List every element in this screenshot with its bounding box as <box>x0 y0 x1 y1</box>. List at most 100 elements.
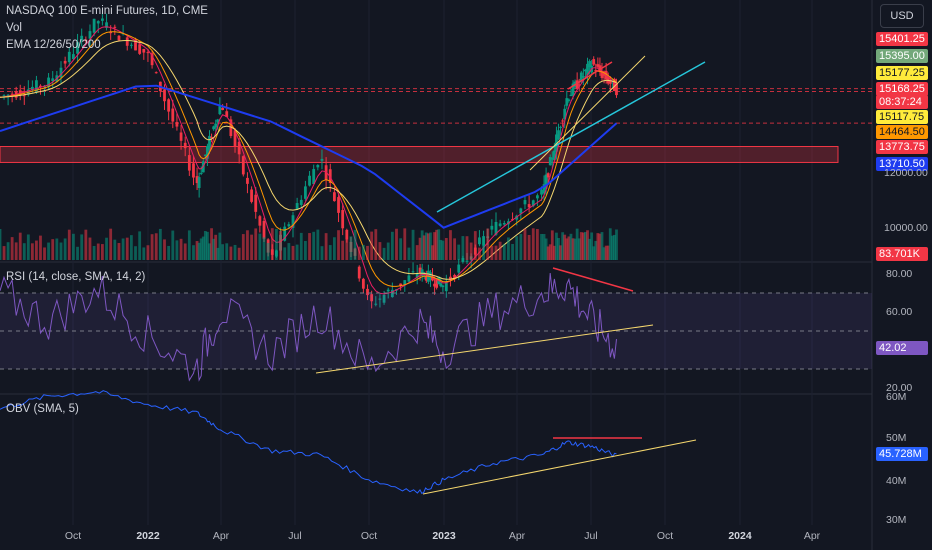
ema200-line <box>0 84 618 229</box>
candle-body <box>246 177 249 184</box>
volume-bar <box>214 234 218 260</box>
volume-bar <box>565 238 569 260</box>
volume-bar <box>422 235 426 260</box>
time-axis-label: Oct <box>656 530 674 542</box>
volume-bar <box>602 247 606 260</box>
volume-bar <box>527 235 531 260</box>
candle-body <box>258 216 262 226</box>
volume-bar <box>163 239 166 260</box>
volume-bar <box>615 229 618 260</box>
volume-bar <box>433 232 436 260</box>
volume-bar <box>197 242 201 260</box>
candle-body <box>494 221 498 235</box>
volume-bar <box>225 243 229 260</box>
candle-body <box>366 288 369 296</box>
candle-body <box>241 156 245 175</box>
volume-bar <box>233 244 237 260</box>
volume-bar <box>208 243 211 260</box>
volume-bar <box>129 235 133 260</box>
candle-body <box>150 53 154 66</box>
candle-body <box>613 78 616 92</box>
ema-legend[interactable]: EMA 12/26/50/200 <box>6 39 101 51</box>
volume-bar <box>361 244 365 260</box>
rsi-legend[interactable]: RSI (14, close, SMA, 14, 2) <box>6 271 146 283</box>
volume-bar <box>579 232 583 260</box>
volume-bar <box>469 242 473 260</box>
volume-bar <box>337 230 340 260</box>
rsi-axis-label: 80.00 <box>886 268 913 280</box>
candle-body <box>80 35 84 41</box>
volume-bar <box>610 235 614 260</box>
volume-bar <box>486 228 490 260</box>
obv-trendline <box>422 439 697 495</box>
obv-legend[interactable]: OBV (SMA, 5) <box>6 403 79 415</box>
candle-body <box>548 157 552 166</box>
volume-bar <box>511 243 514 260</box>
volume-bar <box>507 237 510 260</box>
volume-bar <box>473 231 477 260</box>
volume-bar <box>199 238 203 260</box>
volume-bar <box>345 239 349 260</box>
volume-bar <box>478 247 481 260</box>
price-tag: 14464.50 <box>876 125 928 139</box>
candle-body <box>171 108 175 122</box>
candle-body <box>411 271 415 273</box>
volume-bar <box>283 247 287 260</box>
candle-body <box>498 223 502 226</box>
volume-bar <box>571 238 575 260</box>
candle-body <box>370 294 374 302</box>
candle-body <box>308 175 311 186</box>
volume-bar <box>18 232 22 260</box>
volume-bar <box>59 242 63 260</box>
candle-body <box>22 95 26 97</box>
volume-bar <box>299 232 303 260</box>
candle-body <box>10 93 14 95</box>
volume-bar <box>390 231 394 260</box>
candle-body <box>465 260 469 262</box>
price-tag: 13773.75 <box>876 140 928 154</box>
volume-bar <box>453 238 456 260</box>
volume-bar <box>158 228 162 260</box>
candle-body <box>602 71 606 76</box>
volume-bar <box>382 247 386 260</box>
candle-body <box>571 83 575 96</box>
volume-bar <box>154 233 158 260</box>
volume-bar <box>67 229 71 260</box>
candle-body <box>569 94 573 97</box>
volume-bar <box>241 234 245 260</box>
time-axis-label: Jul <box>288 530 302 542</box>
symbol-title[interactable]: NASDAQ 100 E-mini Futures, 1D, CME <box>6 5 208 17</box>
volume-bar <box>6 242 10 260</box>
candle-body <box>129 44 133 46</box>
currency-button[interactable]: USD <box>880 4 924 28</box>
candle-body <box>109 31 113 34</box>
candle-body <box>403 280 407 285</box>
obv-axis-label: 40M <box>886 475 907 487</box>
volume-bar <box>210 228 213 260</box>
candle-body <box>35 80 38 92</box>
volume-bar <box>557 238 560 260</box>
volume-bar <box>435 229 439 260</box>
candle-body <box>312 169 316 185</box>
candle-body <box>431 276 434 281</box>
volume-bar <box>55 238 59 260</box>
candle-body <box>531 200 535 207</box>
volume-bar <box>594 240 598 260</box>
candle-body <box>608 80 612 84</box>
candle-body <box>167 99 171 112</box>
candle-body <box>76 42 79 54</box>
volume-bar <box>206 231 209 260</box>
volume-bar <box>304 240 307 260</box>
candle-body <box>199 172 203 174</box>
candle-body <box>67 51 71 63</box>
candle-body <box>418 267 422 273</box>
volume-bar <box>424 232 428 260</box>
volume-tag: 83.701K <box>876 247 928 261</box>
rsi-value-tag: 42.02 <box>876 341 928 355</box>
volume-bar <box>96 243 100 260</box>
candle-body <box>154 72 158 74</box>
candle-body <box>192 163 195 178</box>
volume-legend[interactable]: Vol <box>6 22 22 34</box>
volume-bar <box>544 238 548 260</box>
